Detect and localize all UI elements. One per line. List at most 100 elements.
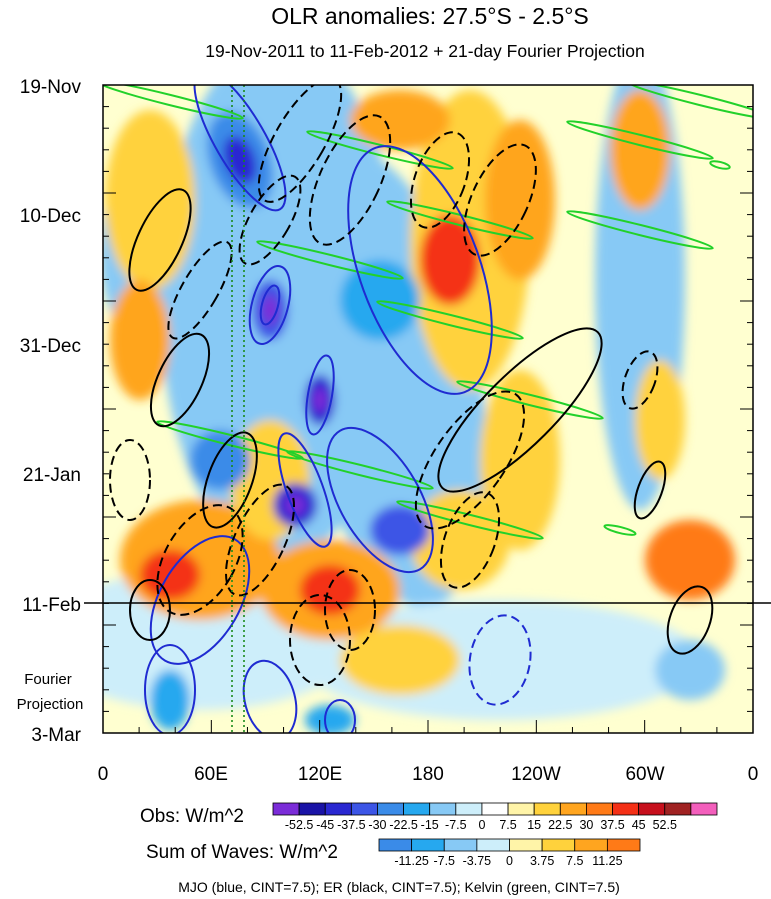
mjo-contour	[468, 614, 532, 706]
obs-colorbar-tick-labels: -52.5 -45 -37.5 -30 -22.5 -15 -7.5 0 7.5 15 22.5 30…	[285, 818, 677, 832]
kelvin-contour	[103, 85, 244, 120]
obs-colorbar-tick-label: -52.5	[285, 818, 314, 832]
mjo-contour	[248, 265, 292, 345]
y-tick-label: 11-Feb	[22, 595, 81, 616]
anomaly-patch	[655, 640, 725, 700]
anomaly-patch	[300, 565, 360, 615]
waves-colorbar-box	[476, 838, 510, 852]
mjo-contour	[324, 699, 356, 733]
obs-colorbar-box	[586, 802, 613, 816]
obs-colorbar-box	[612, 802, 640, 816]
obs-colorbar-box	[507, 802, 535, 816]
mjo-contour	[347, 145, 493, 395]
waves-colorbar-tick-label: -7.5	[433, 854, 455, 868]
wave-contours	[103, 85, 753, 733]
er-contour	[202, 431, 258, 529]
er-contour	[224, 483, 296, 597]
y-tick-label: 10-Dec	[20, 206, 81, 227]
er-contour	[167, 240, 233, 340]
obs-colorbar-box	[533, 802, 561, 816]
obs-colorbar-box	[690, 802, 718, 816]
anomaly-patch	[635, 360, 685, 480]
obs-colorbar-tick-label: -30	[368, 818, 386, 832]
anomaly-patch	[140, 550, 200, 600]
obs-colorbar-tick-label: -15	[421, 818, 439, 832]
er-contour	[409, 131, 471, 229]
er-contour	[257, 85, 343, 203]
mjo-contour	[193, 85, 287, 212]
waves-colorbar-tick-label: -3.75	[463, 854, 492, 868]
waves-colorbar-box	[606, 838, 641, 852]
obs-colorbar-box	[272, 802, 300, 816]
x-tick-label: 0	[748, 764, 759, 785]
er-contour	[149, 332, 211, 428]
obs-colorbar-tick-label: -7.5	[445, 818, 467, 832]
kelvin-contour	[396, 500, 544, 540]
anomaly-patch	[150, 670, 190, 730]
obs-colorbar-box	[350, 802, 378, 816]
kelvin-contour	[256, 240, 404, 280]
obs-colorbar-box	[638, 802, 666, 816]
chart-subtitle: 19-Nov-2011 to 11-Feb-2012 + 21-day Four…	[205, 41, 645, 61]
waves-colorbar: Sum of Waves: W/m^2 -11.25 -7.5 -3.75 0 3.75…	[146, 838, 641, 868]
waves-colorbar-tick-labels: -11.25 -7.5 -3.75 0 3.75 7.5 11.25	[394, 854, 622, 868]
kelvin-contour	[603, 524, 637, 536]
anomaly-patch	[262, 295, 278, 325]
anomaly-patch	[190, 430, 250, 490]
obs-colorbar-box	[377, 802, 404, 816]
anomaly-patch	[350, 90, 450, 150]
obs-colorbar-tick-label: 30	[579, 818, 593, 832]
obs-colorbar-box	[298, 802, 326, 816]
waves-colorbar-tick-label: 11.25	[592, 854, 622, 868]
er-contour	[289, 594, 351, 686]
y-tick-label: 3-Mar	[31, 725, 81, 746]
mjo-contour	[259, 284, 281, 326]
kelvin-contour	[566, 120, 714, 160]
axis-ticks	[102, 84, 754, 734]
kelvin-contour	[709, 160, 731, 170]
projection-label: Projection	[17, 696, 84, 713]
olr-anomaly-field	[103, 85, 735, 733]
x-tick-label: 120E	[298, 764, 342, 785]
y-tick-label: 19-Nov	[20, 77, 82, 98]
anomaly-patch	[105, 110, 195, 290]
kelvin-contour	[376, 300, 524, 340]
x-tick-label: 120W	[511, 764, 561, 785]
er-contour	[109, 439, 151, 521]
waves-colorbar-box	[574, 838, 608, 852]
mjo-contour	[242, 659, 298, 733]
anomaly-patch	[610, 90, 670, 210]
waves-colorbar-box	[509, 838, 543, 852]
waves-colorbar-box	[411, 838, 445, 852]
x-tick-label: 60W	[625, 764, 664, 785]
er-contour	[439, 491, 501, 589]
waves-colorbar-boxes	[378, 838, 641, 852]
er-contour	[129, 579, 171, 641]
obs-colorbar-tick-label: 22.5	[548, 818, 572, 832]
kelvin-contour	[306, 130, 454, 170]
waves-colorbar-box	[541, 838, 576, 852]
er-contour	[414, 390, 526, 530]
anomaly-patch	[313, 388, 327, 412]
anomaly-patch	[370, 505, 430, 555]
anomaly-patch	[305, 705, 355, 733]
obs-colorbar-box	[455, 802, 483, 816]
mjo-contour	[144, 644, 196, 733]
projection-label: Fourier	[24, 671, 72, 688]
mjo-contour	[305, 354, 335, 436]
obs-colorbar-tick-label: -37.5	[337, 818, 366, 832]
x-tick-label: 0	[98, 764, 109, 785]
obs-colorbar-box	[559, 802, 587, 816]
waves-colorbar-box	[443, 838, 478, 852]
anomaly-patch	[110, 280, 170, 400]
obs-colorbar-tick-label: -22.5	[389, 818, 418, 832]
er-contour	[238, 174, 302, 266]
waves-colorbar-box	[378, 838, 413, 852]
y-tick-label: 21-Jan	[23, 465, 81, 486]
plot-area	[84, 84, 771, 734]
er-contour	[324, 569, 376, 651]
er-contour	[463, 143, 537, 257]
mjo-contour	[277, 432, 333, 548]
er-contour	[308, 114, 392, 246]
